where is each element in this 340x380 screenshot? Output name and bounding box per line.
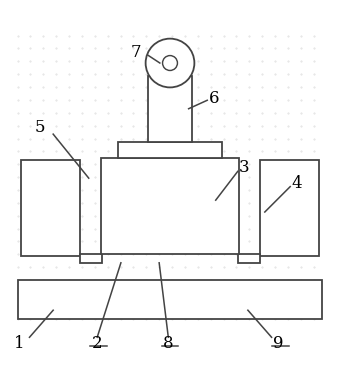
- Text: 9: 9: [273, 334, 284, 352]
- Bar: [18, 280, 322, 319]
- Bar: [238, 254, 260, 263]
- Bar: [101, 158, 239, 254]
- Bar: [80, 254, 102, 263]
- Text: 3: 3: [239, 160, 250, 176]
- Text: 8: 8: [163, 334, 174, 352]
- Text: 4: 4: [292, 175, 302, 192]
- Text: 1: 1: [14, 334, 24, 352]
- Text: 6: 6: [209, 90, 219, 107]
- Text: 2: 2: [92, 334, 103, 352]
- Circle shape: [146, 39, 194, 87]
- Bar: [260, 160, 319, 256]
- Bar: [21, 160, 80, 256]
- Text: 5: 5: [34, 119, 45, 136]
- Bar: [118, 142, 222, 158]
- Circle shape: [163, 55, 177, 70]
- Text: 7: 7: [131, 44, 141, 61]
- Bar: [148, 76, 192, 142]
